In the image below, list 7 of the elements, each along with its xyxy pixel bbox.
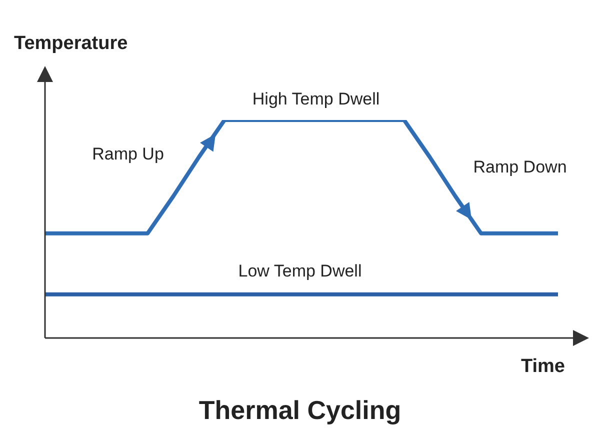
annotation: Ramp Down <box>473 158 567 177</box>
annotation: Ramp Up <box>92 144 164 164</box>
y-axis-title: Temperature <box>14 33 128 54</box>
text: Thermal Cycling <box>198 395 402 426</box>
text: High Temp Dwell <box>252 90 380 109</box>
x-axis-title: Time <box>520 356 566 378</box>
annotation: Low Temp Dwell <box>238 262 362 281</box>
